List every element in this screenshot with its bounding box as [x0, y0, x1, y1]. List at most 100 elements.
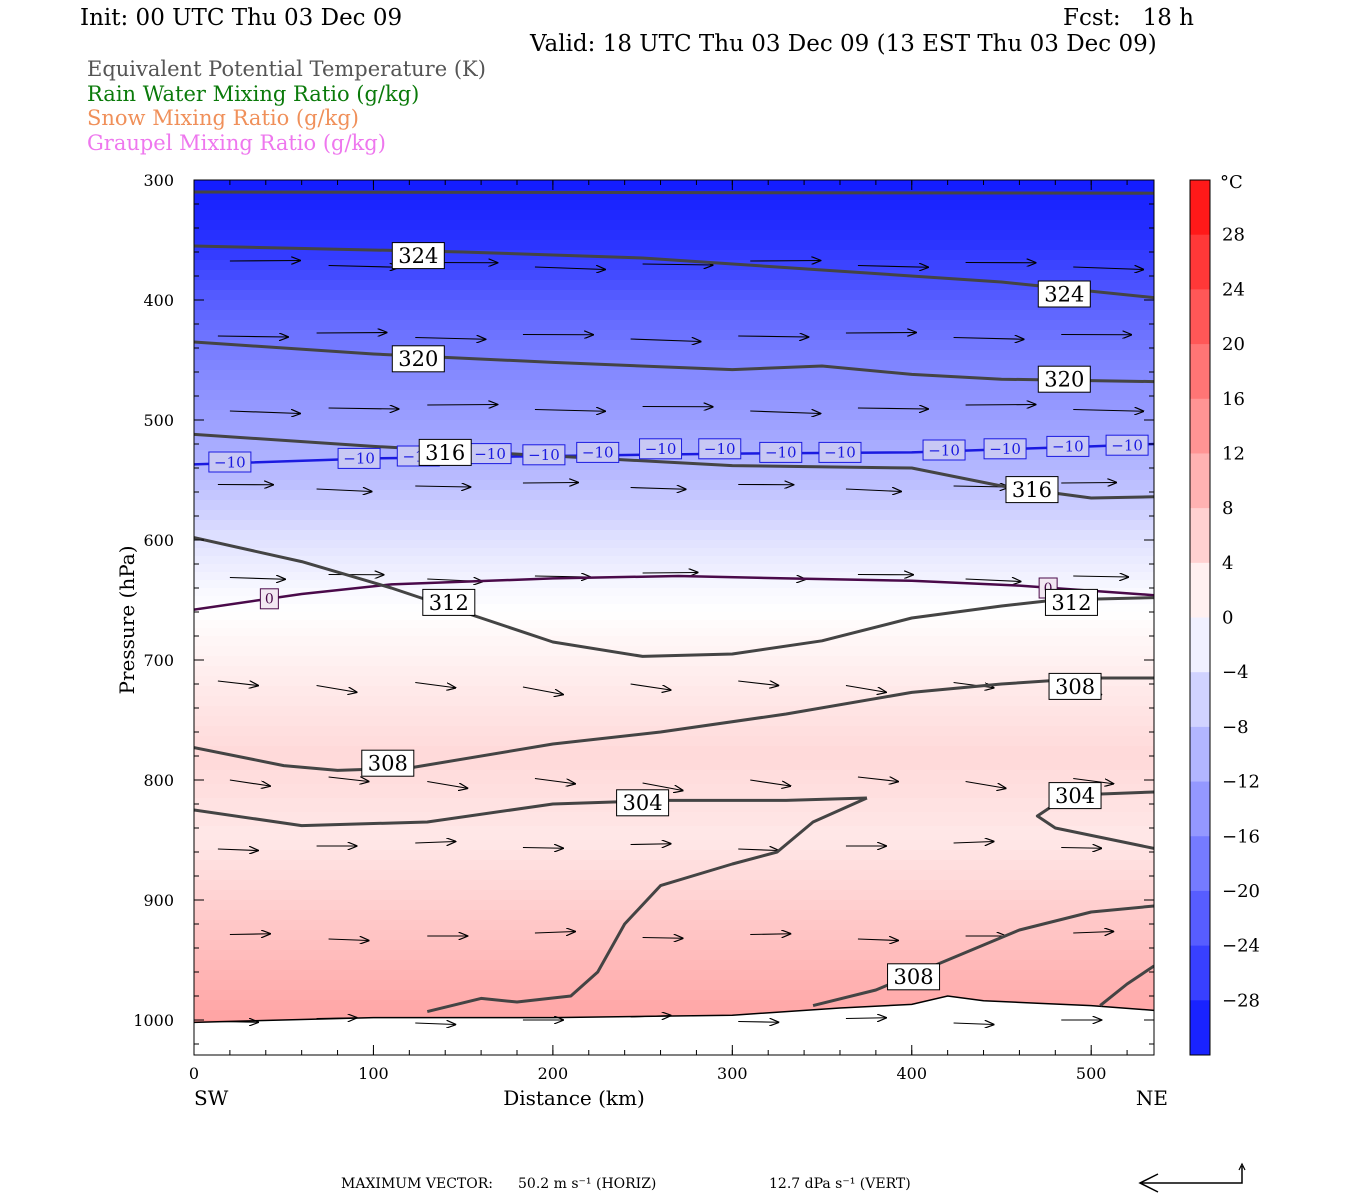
temp-band [194, 420, 1154, 431]
wind-vector [427, 780, 467, 789]
theta-e-line [194, 796, 867, 828]
temp-band [194, 588, 1154, 597]
wind-vector [845, 489, 901, 492]
wind-vector [857, 408, 928, 409]
colorbar-band [1190, 781, 1210, 837]
theta-e-line [426, 796, 868, 1014]
wind-vector [845, 1018, 886, 1019]
wind-vector [415, 842, 455, 844]
colorbar-tick-label: 28 [1222, 225, 1245, 246]
wind-vector [750, 261, 820, 262]
max-vector-horiz: 50.2 m s⁻¹ (HORIZ) [518, 1176, 657, 1192]
wind-vector [857, 776, 898, 782]
theta-e-label-box [361, 749, 415, 777]
theta-e-label: 304 [623, 791, 663, 815]
legend-rain: Rain Water Mixing Ratio (g/kg) [87, 82, 420, 106]
temp-band [194, 190, 1154, 201]
colorbar: 28 24 20 16 12 8 4 0 −4 −8 −12 −16 −20 −24 −28 °C [1189, 172, 1260, 1056]
wind-vector [316, 489, 372, 492]
wind-vector [328, 408, 399, 409]
theta-e-label-box [616, 789, 670, 817]
isotherm-label-box [639, 438, 683, 460]
wind-vector [316, 684, 357, 693]
colorbar-band [1190, 617, 1210, 673]
temp-band [194, 920, 1154, 931]
theta-e-label: 316 [1012, 478, 1052, 502]
temp-band [194, 380, 1154, 391]
colorbar-tick-label: −20 [1222, 881, 1260, 902]
isotherm-label: 0 [265, 592, 274, 608]
temp-band [194, 826, 1154, 841]
legend-graupel: Graupel Mixing Ratio (g/kg) [87, 131, 386, 155]
theta-e-label-box [1048, 782, 1102, 810]
colorbar-band [1190, 945, 1210, 1001]
temp-band [194, 696, 1154, 707]
y-tick-label: 700 [143, 651, 174, 670]
wind-vector [738, 1022, 778, 1023]
theta-e-line [194, 676, 1154, 772]
isotherm-label-box [259, 588, 279, 610]
theta-e-label-box [418, 438, 472, 466]
wind-vector [522, 686, 563, 695]
isotherm-label: −10 [704, 440, 736, 458]
wind-vector [630, 1016, 671, 1018]
colorbar-tick-label: −8 [1222, 717, 1249, 738]
wind-vector [229, 779, 270, 786]
temp-band [194, 980, 1154, 991]
temp-band [194, 604, 1154, 613]
x-tick-label: 500 [1076, 1064, 1107, 1083]
theta-e-line [812, 904, 1154, 1008]
colorbar-band [1190, 562, 1210, 618]
isotherm-label-box [818, 441, 862, 463]
temp-band [194, 410, 1154, 421]
wind-vector [642, 938, 683, 939]
temp-band [194, 280, 1154, 291]
temp-band [194, 230, 1154, 241]
wind-vector [738, 336, 808, 337]
temp-band [194, 950, 1154, 961]
wind-vector [217, 1022, 258, 1023]
theta-e-line [194, 190, 1154, 195]
theta-e-label: 324 [1044, 282, 1084, 306]
wind-vector [415, 338, 485, 340]
temperature-fill [194, 180, 1154, 1055]
x-axis-label: Distance (km) [503, 1086, 645, 1110]
colorbar-tick-label: −24 [1222, 936, 1260, 957]
contour-labels: −10 −10 −10 −10 −10 −10 −10 −10 −10 −10 −10 −10 −10−… [208, 242, 1149, 991]
valid-time: Valid: 18 UTC Thu 03 Dec 09 (13 EST Thu … [530, 31, 1157, 57]
wind-vector [427, 405, 497, 406]
wind-vector [953, 1023, 994, 1025]
x-tick-label: 300 [717, 1064, 748, 1083]
wind-vector [1073, 576, 1128, 577]
theta-e-label: 316 [425, 441, 465, 465]
wind-vector [328, 939, 369, 941]
isotherm-label-box [1046, 435, 1090, 457]
temp-band [194, 330, 1154, 341]
wind-vector [750, 934, 790, 935]
x-tick-label: 200 [538, 1064, 569, 1083]
wind-vector [630, 339, 701, 342]
isotherm-label: −10 [582, 444, 614, 462]
colorbar-band [1190, 180, 1210, 236]
y-axis-label: Pressure (hPa) [115, 546, 139, 695]
isotherm-label: −10 [989, 440, 1021, 458]
wind-vector [415, 1023, 455, 1025]
isotherm-label-box [576, 441, 620, 463]
isotherm-label: −10 [474, 445, 506, 463]
temp-band [194, 350, 1154, 361]
theta-e-label-box [1048, 672, 1102, 700]
temp-band [194, 564, 1154, 573]
temp-band [194, 666, 1154, 677]
temp-band [194, 636, 1154, 647]
wind-vector [217, 680, 258, 686]
temp-band [194, 520, 1154, 531]
colorbar-band [1190, 344, 1210, 400]
wind-vector [522, 483, 578, 484]
wind-vector [738, 680, 778, 686]
colorbar-tick-label: 4 [1222, 553, 1233, 574]
isotherm-label-box [922, 439, 966, 461]
temp-band [194, 706, 1154, 717]
temp-band [194, 360, 1154, 371]
wind-vector [857, 266, 928, 268]
